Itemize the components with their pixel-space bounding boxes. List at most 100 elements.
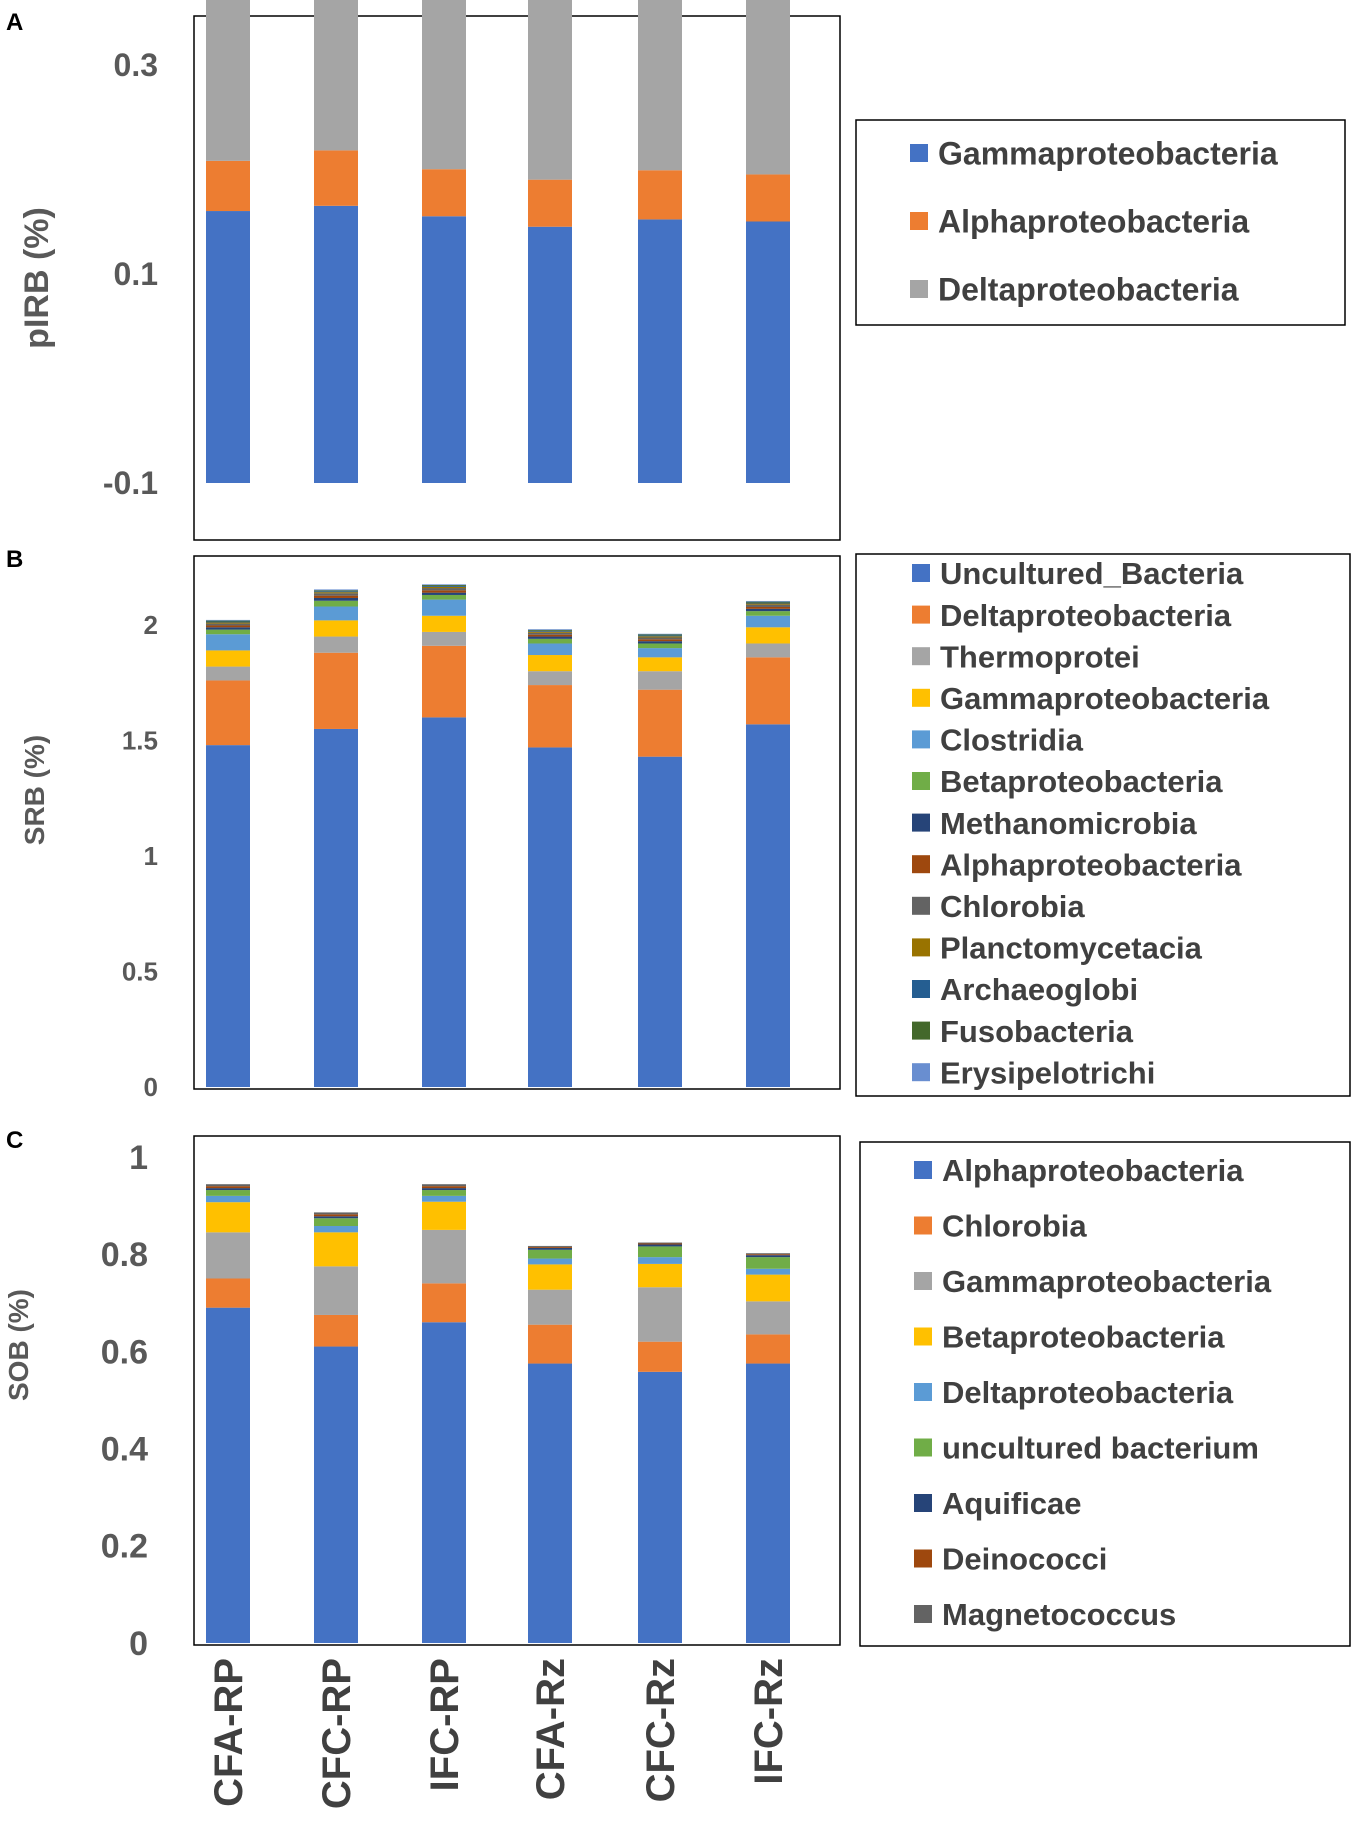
panel-a-legend-swatch-deltaproteobacteria (910, 280, 928, 298)
panel-b-bar-ifc-rp-alphaproteobacteria (422, 590, 466, 593)
panel-c-bar-ifc-rz-chlorobia (746, 1334, 790, 1364)
panel-b-bar-cfa-rp-fusobacteria (206, 620, 250, 622)
panel-b-legend-label-thermoprotei: Thermoprotei (940, 639, 1140, 674)
panel-c-bar-ifc-rp-gammaproteobacteria (422, 1229, 466, 1284)
panel-c-bar-ifc-rp-deinococci (422, 1186, 466, 1189)
panel-b-bar-cfa-rp-deltaproteobacteria (206, 680, 250, 746)
panel-c-bar-cfc-rp-chlorobia (314, 1314, 358, 1347)
panel-c-bar-cfa-rz-aquificae (528, 1247, 572, 1250)
panel-c-bar-ifc-rz-alphaproteobacteria (746, 1363, 790, 1643)
panel-b-bar-cfa-rp-uncultured-bacteria (206, 745, 250, 1087)
panel-b-bar-cfc-rp-thermoprotei (314, 636, 358, 653)
panel-c-y-axis-label: SOB (%) (3, 1289, 34, 1401)
panel-c-legend-label-alphaproteobacteria: Alphaproteobacteria (942, 1153, 1244, 1188)
panel-b-bar-cfc-rp-fusobacteria (314, 590, 358, 592)
panel-c-bar-cfa-rp-aquificae (206, 1188, 250, 1191)
panel-b-legend-label-planctomycetacia: Planctomycetacia (940, 931, 1203, 966)
panel-b: B 0 0.5 1 1.5 2 SRB (%) Uncultured_Bacteria D… (6, 546, 1351, 1102)
panel-b-bar-ifc-rp-erysipelotrichi (422, 584, 466, 586)
panel-c-bar-cfc-rz-betaproteobacteria (638, 1263, 682, 1288)
panel-b-bar-ifc-rz-archaeoglobi (746, 602, 790, 604)
panel-b-bar-cfc-rp-chlorobia (314, 593, 358, 596)
panel-b-y-axis-label: SRB (%) (19, 735, 50, 845)
panel-b-bar-cfc-rp-uncultured-bacteria (314, 728, 358, 1087)
panel-c-y-tick-label: 0.4 (101, 1431, 148, 1469)
panel-b-legend-swatch-fusobacteria (912, 1021, 930, 1040)
category-axis: CFA-RP CFC-RP IFC-RP CFA-Rz CFC-Rz IFC-Rz (207, 1658, 791, 1809)
panel-b-legend-label-clostridia: Clostridia (940, 723, 1084, 758)
panel-b-bar-ifc-rp-uncultured-bacteria (422, 717, 466, 1087)
panel-c-legend-swatch-alphaproteobacteria (914, 1161, 932, 1179)
panel-a-y-tick-label: 0.3 (114, 47, 158, 83)
panel-a-legend-swatch-alphaproteobacteria (910, 212, 928, 230)
panel-b-bar-cfa-rp-gammaproteobacteria (206, 650, 250, 667)
panel-b-bar-cfc-rz-deltaproteobacteria (638, 689, 682, 757)
panel-a-bar-cfa-rz-gammaproteobacteria (528, 226, 572, 484)
panel-c-legend-swatch-gammaproteobacteria (914, 1272, 932, 1290)
panel-b-bar-ifc-rp-thermoprotei (422, 631, 466, 646)
panel-c-bar-ifc-rz-aquificae (746, 1255, 790, 1258)
panel-c-legend-label-uncultured-bacterium: uncultured bacterium (942, 1431, 1259, 1466)
panel-b-legend-label-deltaproteobacteria: Deltaproteobacteria (940, 598, 1232, 633)
panel-b-bar-cfa-rz-chlorobia (528, 632, 572, 635)
panel-b-legend-swatch-erysipelotrichi (912, 1063, 930, 1082)
panel-b-legend-label-uncultured-bacteria: Uncultured_Bacteria (940, 556, 1244, 591)
panel-b-bar-ifc-rz-clostridia (746, 615, 790, 628)
panel-b-bar-cfc-rz-alphaproteobacteria (638, 639, 682, 642)
panel-a-bar-cfa-rp-deltaproteobacteria (206, 0, 250, 161)
panel-b-bar-ifc-rz-betaproteobacteria (746, 611, 790, 616)
category-label-ifc-rz: IFC-Rz (747, 1658, 791, 1785)
panel-b-legend-swatch-methanomicrobia (912, 813, 930, 832)
panel-b-legend: Uncultured_Bacteria Deltaproteobacteria Th… (912, 556, 1270, 1090)
panel-c-bar-cfa-rz-deinococci (528, 1246, 572, 1248)
panel-b-legend-label-gammaproteobacteria: Gammaproteobacteria (940, 681, 1270, 716)
panel-a-y-tick-label: 0.1 (114, 256, 158, 292)
panel-c-bar-cfc-rp-deltaproteobacteria (314, 1226, 358, 1233)
panel-b-bar-cfa-rp-erysipelotrichi (206, 619, 250, 621)
panel-b-y-tick-label: 1.5 (122, 726, 158, 756)
panel-a: A -0.10.10.30.50.70.9 pIRB (%) Gammaprot… (6, 0, 1346, 541)
panel-a-bar-ifc-rz-deltaproteobacteria (746, 0, 790, 175)
category-label-cfa-rz: CFA-Rz (529, 1658, 573, 1800)
panel-a-letter: A (6, 9, 23, 36)
panel-b-bar-ifc-rz-fusobacteria (746, 601, 790, 603)
panel-b-bar-cfa-rz-planctomycetacia (528, 631, 572, 633)
panel-c-y-tick-label: 1 (129, 1139, 148, 1177)
panel-a-bar-cfa-rp-alphaproteobacteria (206, 160, 250, 212)
panel-a-legend-frame (855, 119, 1346, 326)
panel-c-bar-cfa-rp-uncultured-bacterium (206, 1190, 250, 1196)
panel-b-bar-ifc-rp-fusobacteria (422, 585, 466, 586)
panel-c-bar-cfc-rz-gammaproteobacteria (638, 1287, 682, 1342)
panel-b-bar-ifc-rp-gammaproteobacteria (422, 615, 466, 632)
panel-b-bar-cfc-rz-erysipelotrichi (638, 633, 682, 635)
panel-a-bar-cfa-rz-deltaproteobacteria (528, 0, 572, 180)
panel-b-bar-cfa-rz-methanomicrobia (528, 636, 572, 639)
panel-c-bar-cfc-rz-chlorobia (638, 1341, 682, 1372)
category-label-cfa-rp: CFA-RP (207, 1658, 251, 1807)
panel-c-y-tick-label: 0.6 (101, 1333, 148, 1371)
panel-b-bar-ifc-rz-methanomicrobia (746, 608, 790, 612)
panel-c-bar-cfa-rp-gammaproteobacteria (206, 1232, 250, 1279)
panel-b-bar-cfa-rp-thermoprotei (206, 666, 250, 681)
panel-c-bar-cfa-rz-gammaproteobacteria (528, 1289, 572, 1325)
panel-c-bar-cfa-rp-alphaproteobacteria (206, 1307, 250, 1643)
panel-b-bar-cfc-rp-erysipelotrichi (314, 589, 358, 591)
category-label-cfc-rp: CFC-RP (315, 1658, 359, 1809)
panel-b-legend-swatch-planctomycetacia (912, 938, 930, 957)
panel-b-bar-cfa-rz-uncultured-bacteria (528, 747, 572, 1087)
panel-b-bar-ifc-rp-archaeoglobi (422, 585, 466, 587)
panel-c-legend-swatch-deinococci (914, 1549, 932, 1568)
panel-b-bar-ifc-rp-betaproteobacteria (422, 594, 466, 600)
panel-b-bar-ifc-rz-uncultured-bacteria (746, 724, 790, 1087)
panel-c-bar-ifc-rz-magnetococcus (746, 1253, 790, 1255)
panel-b-legend-swatch-chlorobia (912, 896, 930, 915)
panel-a-bar-cfc-rp-deltaproteobacteria (314, 0, 358, 151)
panel-b-legend-label-betaproteobacteria: Betaproteobacteria (940, 764, 1223, 799)
panel-c-bar-cfa-rp-deltaproteobacteria (206, 1195, 250, 1203)
panel-b-y-tick-label: 0 (144, 1072, 158, 1102)
panel-a-bar-cfa-rp-gammaproteobacteria (206, 211, 250, 484)
panel-a-bar-ifc-rp-alphaproteobacteria (422, 169, 466, 217)
panel-c-legend-frame (859, 1141, 1351, 1647)
panel-b-legend-label-fusobacteria: Fusobacteria (940, 1014, 1134, 1049)
panel-c-bar-cfa-rp-deinococci (206, 1186, 250, 1189)
